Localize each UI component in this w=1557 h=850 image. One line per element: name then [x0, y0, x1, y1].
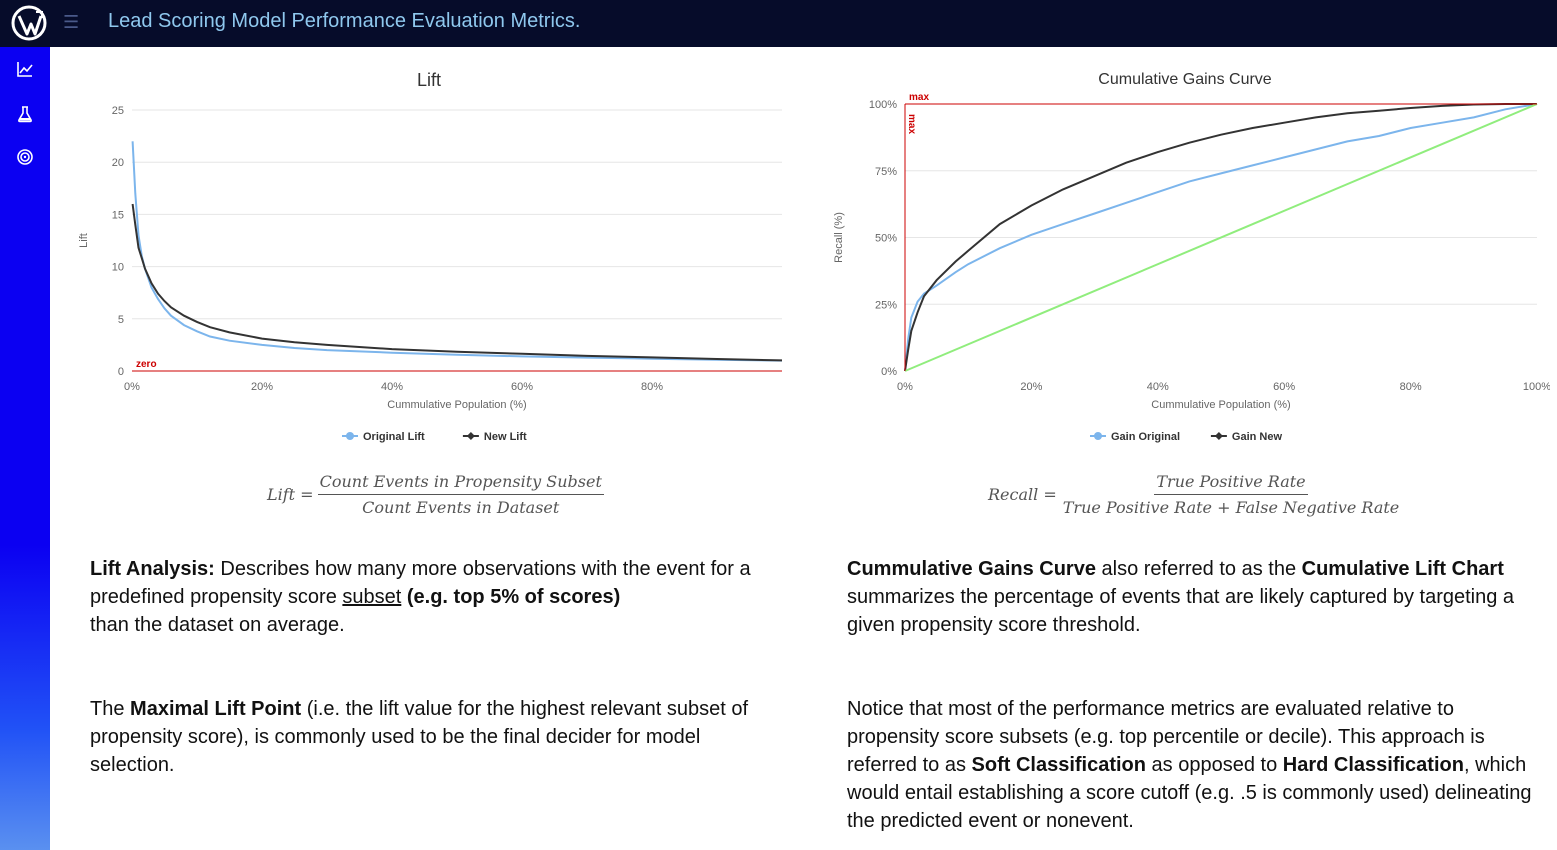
gains-curve-term: Cummulative Gains Curve [847, 558, 1096, 580]
lift-analysis-paragraph: Lift Analysis: Describes how many more o… [90, 555, 780, 639]
chart-title: Cumulative Gains Curve [1098, 71, 1272, 88]
lift-formula-lhs: Lift = [267, 485, 314, 504]
legend-label: Gain New [1232, 431, 1283, 443]
recall-formula-fraction: True Positive Rate True Positive Rate + … [1061, 472, 1402, 517]
soft-classification-text-end: , which would entail establishing a scor… [847, 754, 1532, 832]
zero-reference-label: zero [136, 359, 157, 370]
line-chart-icon[interactable] [15, 59, 35, 79]
y-tick-label: 0% [881, 366, 897, 378]
soft-classification-text: Notice that most of the performance metr… [847, 698, 1485, 776]
cumulative-lift-term: Cumulative Lift Chart [1301, 558, 1504, 580]
lift-formula: Lift = Count Events in Propensity Subset… [267, 472, 604, 517]
sidebar [0, 47, 50, 850]
gains-curve-paragraph: Cummulative Gains Curve also referred to… [847, 555, 1537, 639]
series-line [904, 103, 1538, 372]
target-icon[interactable] [15, 147, 35, 167]
flask-icon[interactable] [15, 104, 35, 124]
gains-chart: Cumulative Gains Curve 0% 25% 50% 75% 100% 0% 2… [825, 60, 1551, 460]
recall-formula-lhs: Recall = [988, 485, 1057, 504]
lift-formula-fraction: Count Events in Propensity Subset Count … [317, 472, 604, 517]
lift-chart: Lift 0 5 10 15 20 25 0% 20% 40% 60% 80% Cummulative … [70, 60, 800, 460]
legend-label: Gain Original [1111, 431, 1180, 443]
lift-formula-denominator: Count Events in Dataset [362, 498, 560, 517]
gains-curve-text-end: summarizes the percentage of events that… [847, 586, 1515, 636]
max-reference-label: max [909, 92, 929, 103]
y-tick-label: 15 [112, 209, 124, 221]
page-title: Lead Scoring Model Performance Evaluatio… [108, 10, 581, 32]
y-tick-label: 25% [875, 299, 897, 311]
series-line [904, 103, 1537, 372]
y-tick-label: 20 [112, 157, 124, 169]
x-tick-label: 100% [1523, 381, 1550, 393]
legend-label: New Lift [484, 431, 527, 443]
hamburger-menu-icon[interactable]: ☰ [63, 12, 80, 33]
x-tick-label: 60% [1273, 381, 1295, 393]
recall-formula-numerator: True Positive Rate [1154, 472, 1308, 495]
series-line [131, 141, 783, 362]
soft-classification-term: Soft Classification [971, 754, 1146, 776]
soft-classification-text-mid: as opposed to [1146, 754, 1283, 776]
y-tick-label: 50% [875, 233, 897, 245]
x-tick-label: 40% [381, 381, 403, 393]
legend-marker [346, 432, 354, 440]
soft-classification-paragraph: Notice that most of the performance metr… [847, 695, 1537, 835]
x-tick-label: 80% [1400, 381, 1422, 393]
x-axis-title: Cummulative Population (%) [387, 399, 526, 411]
series-line [131, 203, 783, 362]
legend-marker [466, 432, 475, 440]
lift-chart-svg: Lift 0 5 10 15 20 25 0% 20% 40% 60% 80% Cummulative … [78, 70, 783, 443]
x-tick-label: 0% [897, 381, 913, 393]
y-axis-title: Lift [78, 233, 90, 248]
legend-marker [1094, 432, 1102, 440]
max-vertical-reference-label: max [906, 114, 917, 134]
x-tick-label: 60% [511, 381, 533, 393]
x-axis-title: Cummulative Population (%) [1151, 399, 1290, 411]
recall-formula-denominator: True Positive Rate + False Negative Rate [1062, 498, 1400, 517]
gains-chart-svg: Cumulative Gains Curve 0% 25% 50% 75% 100% 0% 2… [833, 71, 1551, 443]
lift-analysis-text: Describes how many more observations wit… [90, 558, 751, 608]
subset-term: subset [342, 586, 402, 608]
y-tick-label: 10 [112, 262, 124, 274]
gains-curve-text: also referred to as the [1095, 558, 1302, 580]
y-tick-label: 75% [875, 166, 897, 178]
y-tick-label: 25 [112, 105, 124, 117]
legend-marker [1214, 432, 1223, 440]
y-axis-title: Recall (%) [833, 212, 845, 263]
x-tick-label: 20% [1020, 381, 1042, 393]
lift-analysis-text-end: than the dataset on average. [90, 614, 345, 636]
y-tick-label: 100% [869, 99, 897, 111]
top-bar: ☰ Lead Scoring Model Performance Evaluat… [0, 0, 1557, 47]
maximal-lift-text-start: The [90, 698, 131, 720]
y-tick-label: 0 [118, 366, 124, 378]
chart-title: Lift [417, 70, 441, 90]
maximal-lift-text: (i.e. the lift value for the highest rel… [90, 698, 749, 776]
lift-formula-numerator: Count Events in Propensity Subset [317, 472, 604, 495]
legend-label: Original Lift [363, 431, 425, 443]
lift-example: (e.g. top 5% of scores) [406, 586, 621, 608]
recall-formula: Recall = True Positive Rate True Positiv… [988, 472, 1401, 517]
x-tick-label: 0% [124, 381, 140, 393]
x-tick-label: 40% [1147, 381, 1169, 393]
hard-classification-term: Hard Classification [1282, 754, 1464, 776]
y-tick-label: 5 [118, 314, 124, 326]
x-tick-label: 20% [251, 381, 273, 393]
maximal-lift-paragraph: The Maximal Lift Point (i.e. the lift va… [90, 695, 780, 779]
lift-analysis-heading: Lift Analysis: [90, 558, 215, 580]
maximal-lift-term: Maximal Lift Point [130, 698, 302, 720]
x-tick-label: 80% [641, 381, 663, 393]
app-logo-icon[interactable] [10, 4, 48, 42]
